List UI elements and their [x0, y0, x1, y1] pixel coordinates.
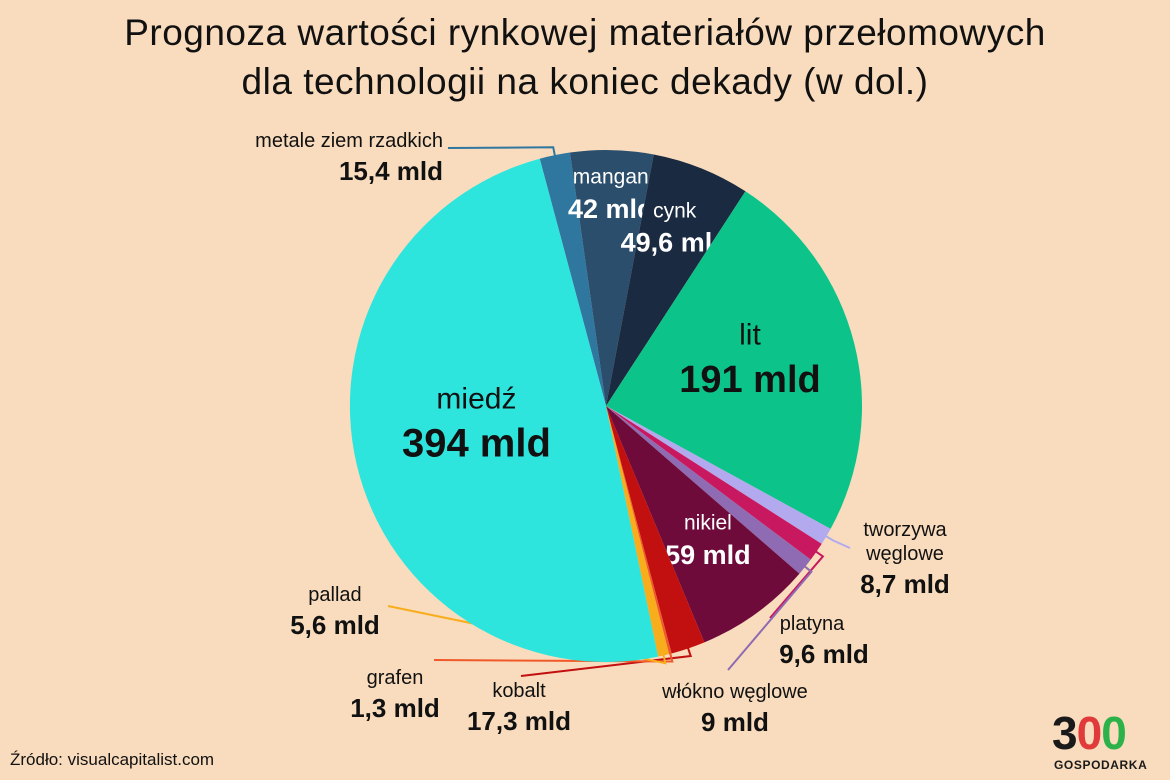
logo-digit-1: 3 [1052, 707, 1078, 759]
slice-kobalt [606, 406, 705, 654]
source-note: Źródło: visualcapitalist.com [10, 750, 215, 769]
logo-digit-3: 0 [1101, 707, 1127, 759]
label-value-wlokno-weglowe: 9 mld [701, 707, 769, 737]
label-value-tworzywa-weglowe: 8,7 mld [860, 569, 950, 599]
label-name-kobalt: kobalt [492, 680, 546, 702]
label-name-lit: lit [739, 319, 761, 352]
label-name-tworzywa-weglowe-1: tworzywa [863, 519, 947, 541]
slice-miedz [349, 158, 659, 663]
label-value-nikiel: 59 mld [665, 540, 751, 570]
chart-title: Prognoza wartości rynkowej materiałów pr… [0, 8, 1170, 106]
label-name-platyna: platyna [780, 613, 845, 635]
slice-tworzywa-weglowe [606, 406, 831, 544]
label-value-platyna: 9,6 mld [779, 639, 869, 669]
label-name-nikiel: nikiel [684, 511, 732, 534]
slice-lit [606, 191, 863, 529]
slice-platyna [606, 406, 822, 560]
slice-nikiel [606, 406, 800, 643]
label-name-tworzywa-weglowe-2: węglowe [865, 543, 944, 565]
leader-line-kobalt [520, 644, 693, 677]
logo-number: 300 [1052, 707, 1127, 759]
leader-line-tworzywa-weglowe [820, 532, 851, 549]
label-name-pallad: pallad [308, 584, 361, 606]
label-value-pallad: 5,6 mld [290, 610, 380, 640]
leader-line-grafen [433, 649, 674, 663]
slice-metale-ziem-rzadkich [539, 152, 606, 406]
logo-text: GOSPODARKA [1054, 758, 1148, 772]
label-name-cynk: cynk [653, 199, 697, 222]
label-name-wlokno-weglowe: włókno węglowe [661, 681, 808, 703]
slice-cynk [606, 154, 746, 406]
logo-digit-2: 0 [1076, 707, 1103, 759]
label-value-kobalt: 17,3 mld [467, 706, 571, 736]
leader-line-platyna [769, 548, 825, 619]
label-name-mangan: mangan [573, 166, 649, 189]
label-value-grafen: 1,3 mld [350, 693, 440, 723]
leader-line-metale-ziem-rzadkich [447, 146, 557, 162]
slice-pallad [606, 406, 670, 657]
title-line-1: Prognoza wartości rynkowej materiałów pr… [124, 12, 1046, 53]
label-name-miedz: miedź [436, 382, 516, 415]
label-value-lit: 191 mld [679, 359, 821, 401]
slice-wlokno-weglowe [606, 406, 811, 574]
label-value-miedz: 394 mld [402, 421, 551, 465]
title-line-2: dla technologii na koniec dekady (w dol.… [241, 61, 929, 102]
brand-logo: 300 GOSPODARKA [1052, 708, 1162, 776]
label-value-mangan: 42 mld [568, 194, 654, 224]
label-name-metale-ziem-rzadkich: metale ziem rzadkich [255, 130, 443, 152]
slice-mangan [569, 149, 654, 407]
label-name-grafen: grafen [367, 667, 424, 689]
slice-grafen [606, 406, 672, 655]
label-value-metale-ziem-rzadkich: 15,4 mld [339, 156, 443, 186]
leader-line-wlokno-weglowe [727, 563, 813, 671]
